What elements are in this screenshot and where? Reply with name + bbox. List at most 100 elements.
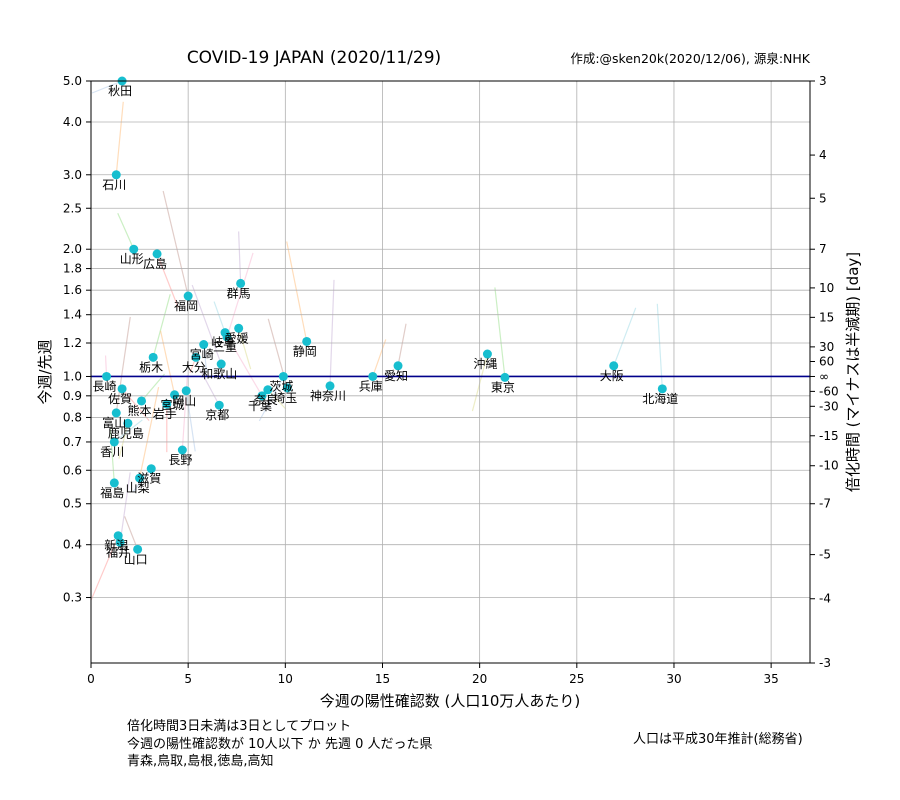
- trail-line: [117, 212, 135, 250]
- y2-tick-label: 30: [819, 340, 834, 354]
- y-tick-label: 1.8: [63, 262, 82, 276]
- x-tick-label: 35: [763, 672, 778, 686]
- grid-lines: [90, 80, 810, 663]
- point-label: 茨城: [269, 379, 293, 393]
- data-point: [482, 349, 492, 359]
- trail-line: [152, 294, 171, 358]
- data-point: [234, 323, 244, 333]
- point-label: 愛知: [384, 369, 408, 383]
- trail-line: [329, 279, 335, 386]
- data-point: [135, 473, 145, 483]
- point-label: 富山: [102, 415, 126, 430]
- faint-trail-lines: [90, 80, 663, 601]
- y-tick-label: 0.3: [63, 591, 82, 605]
- point-label: 新潟: [104, 538, 128, 553]
- point-label: 長野: [168, 453, 192, 467]
- trail-line: [203, 344, 208, 373]
- y-tick-label: 0.8: [63, 410, 82, 424]
- trail-line: [118, 423, 129, 459]
- x-tick-label: 25: [569, 672, 584, 686]
- data-point: [236, 278, 246, 288]
- data-point: [109, 437, 119, 447]
- y-tick-label: 0.4: [63, 538, 82, 552]
- y2-tick-label: 60: [819, 355, 834, 369]
- trail-line: [613, 307, 637, 366]
- y2-tick-label: 5: [819, 191, 827, 205]
- point-label: 岐阜: [211, 336, 235, 350]
- point-label: 石川: [102, 178, 126, 192]
- data-point: [177, 445, 187, 455]
- point-label: 福岡: [174, 298, 198, 313]
- data-point: [137, 396, 147, 406]
- data-point: [609, 361, 619, 371]
- x-tick-label: 0: [87, 672, 95, 686]
- point-label: 福島: [100, 485, 124, 500]
- trail-line: [397, 323, 407, 366]
- x-tick-label: 30: [666, 672, 681, 686]
- y-tick-label: 1.0: [63, 369, 82, 383]
- y2-tick-label: -7: [819, 497, 831, 511]
- trail-line: [286, 241, 308, 342]
- y2-tick-label: -30: [819, 399, 839, 413]
- data-point: [191, 352, 201, 362]
- y-tick-label: 2.5: [63, 201, 82, 215]
- point-label: 宮城: [161, 397, 185, 412]
- point-label: 栃木: [139, 360, 163, 374]
- point-label: 滋賀: [137, 472, 161, 486]
- trail-line: [124, 516, 139, 550]
- note-line-3: 青森,鳥取,島根,徳島,高知: [127, 754, 274, 769]
- trail-line: [141, 373, 165, 402]
- data-point: [199, 340, 209, 350]
- chart-title: COVID-19 JAPAN (2020/11/29): [187, 48, 441, 68]
- trail-line: [258, 376, 284, 422]
- trail-line: [156, 253, 179, 308]
- point-label: 山口: [124, 552, 148, 566]
- data-point: [183, 291, 193, 301]
- data-point: [325, 381, 335, 391]
- y2-tick-label: -15: [819, 429, 839, 443]
- population-note: 人口は平成30年推計(総務省): [633, 732, 803, 747]
- data-point: [282, 383, 292, 393]
- note-line-1: 倍化時間3日未満は3日としてプロット: [127, 719, 352, 734]
- y-tick-label: 1.4: [63, 308, 82, 322]
- point-label: 三重: [213, 340, 237, 354]
- point-label: 北海道: [642, 391, 678, 406]
- y-tick-label: 3.0: [63, 168, 82, 182]
- point-label: 福井: [106, 544, 130, 559]
- point-label: 香川: [100, 445, 124, 459]
- trail-line: [119, 472, 131, 543]
- data-point: [129, 244, 139, 254]
- trail-line: [238, 328, 252, 370]
- y2-tick-label: -4: [819, 592, 831, 606]
- data-point: [368, 371, 378, 381]
- y2-tick-label: 4: [819, 148, 827, 162]
- data-point: [263, 385, 273, 395]
- point-label: 大阪: [600, 369, 624, 383]
- point-label: 鹿児島: [108, 425, 144, 440]
- trail-line: [494, 287, 506, 378]
- point-label: 千葉: [248, 399, 272, 413]
- y2-tick-label: -10: [819, 459, 839, 473]
- data-point: [133, 544, 143, 554]
- data-point: [216, 359, 226, 369]
- data-point: [102, 371, 112, 381]
- x-tick-label: 15: [375, 672, 390, 686]
- trail-line: [121, 388, 150, 422]
- point-label: 岡山: [172, 394, 196, 408]
- y-tick-label: 1.2: [63, 336, 82, 350]
- point-label: 熊本: [128, 403, 152, 418]
- plot-frame: [90, 80, 811, 664]
- x-axis-label: 今週の陽性確認数 (人口10万人あたり): [320, 692, 581, 710]
- y2-tick-label: -5: [819, 548, 831, 562]
- data-point: [302, 336, 312, 346]
- point-label: 山梨: [126, 481, 150, 495]
- data-point: [117, 384, 127, 394]
- data-point: [109, 478, 119, 488]
- data-point: [111, 170, 121, 180]
- trail-line: [91, 80, 123, 94]
- data-point: [162, 399, 172, 409]
- y2-tick-label: ∞: [819, 369, 829, 383]
- data-point: [152, 249, 162, 259]
- trail-line: [90, 535, 119, 601]
